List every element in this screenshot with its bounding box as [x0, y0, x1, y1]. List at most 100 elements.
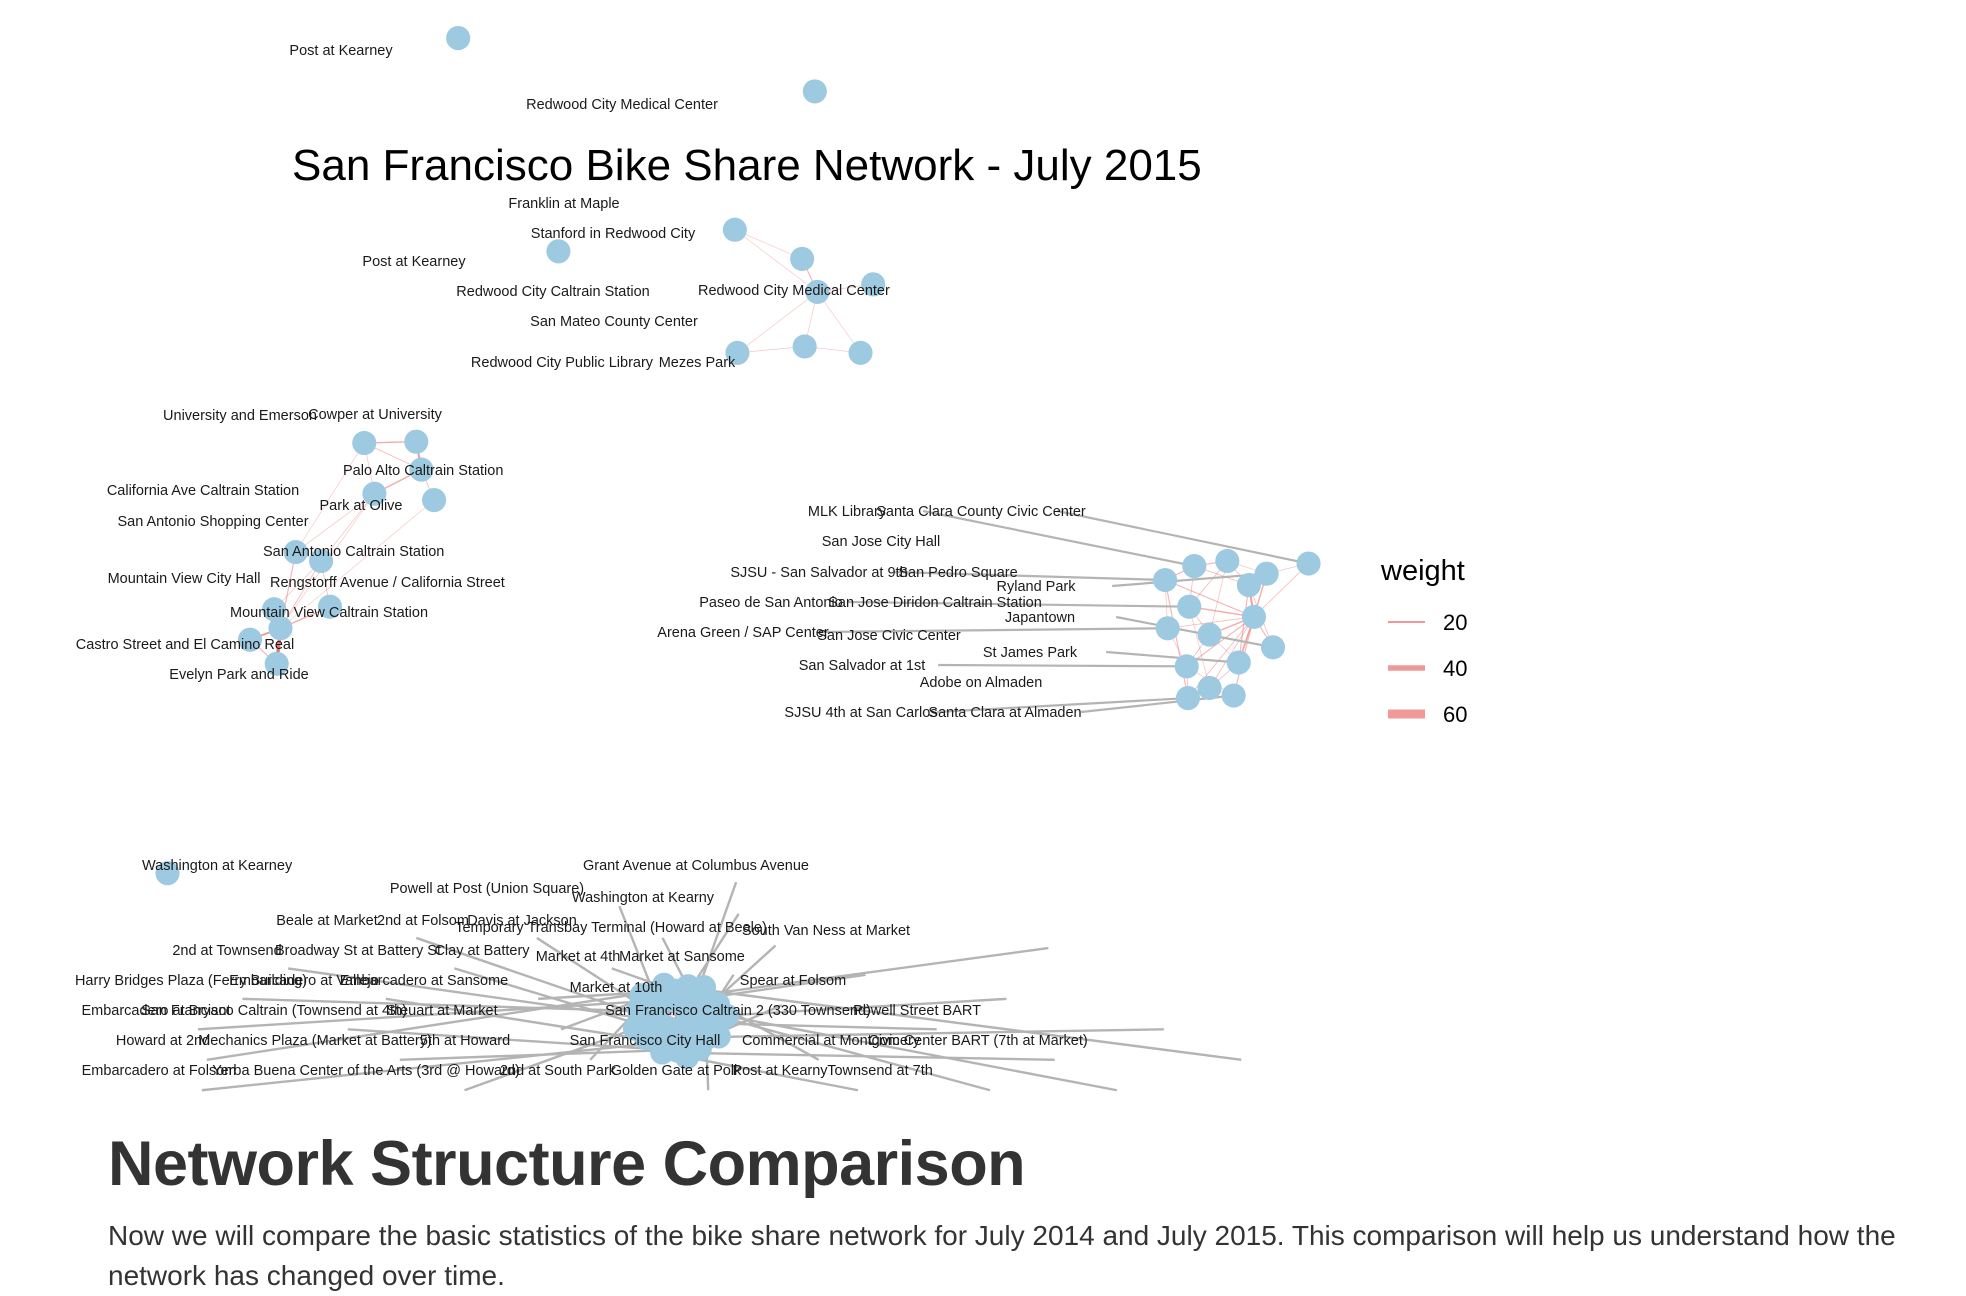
- edge-sjch-sjcc: [1209, 560, 1228, 635]
- node-label-5how: 5th at Howard: [420, 1033, 510, 1049]
- leader-efol: [201, 1035, 719, 1092]
- edge-sacs-mvcs: [280, 560, 322, 629]
- edge-agsap-sjdcs: [1167, 616, 1255, 629]
- node-aoa: [1197, 675, 1222, 700]
- node-cau: [404, 429, 429, 454]
- node-label-sam: Steuart at Market: [386, 1003, 497, 1019]
- node-label-2town: 2nd at Townsend: [172, 943, 281, 959]
- node-label-cab: Clay at Battery: [434, 943, 530, 959]
- edge-scccc-sjdcs: [1253, 563, 1309, 618]
- node-mvch: [262, 597, 287, 622]
- section-paragraph: Now we will compare the basic statistics…: [108, 1220, 1896, 1291]
- node-label-sjcc: San Jose Civic Center: [817, 628, 961, 644]
- leader-scccc: [1056, 509, 1309, 565]
- node-pak1: [446, 26, 471, 51]
- node-label-wak: Washington at Kearney: [142, 858, 293, 874]
- node-label-bam: Beale at Market: [276, 913, 378, 929]
- edge-rccs-rcpl: [737, 291, 818, 354]
- node-psa: [1177, 594, 1202, 619]
- node-label-sjdcs: San Jose Diridon Caltrain Station: [828, 595, 1042, 611]
- node-sacs: [309, 548, 334, 574]
- leader-mlk: [922, 509, 1195, 568]
- node-rcmc2: [861, 272, 886, 297]
- node-mezes: [848, 340, 873, 365]
- edge-cacs-sacs: [320, 493, 375, 562]
- node-sjdcs: [1241, 604, 1267, 629]
- node-racs: [317, 594, 343, 619]
- node-mvcs: [268, 616, 293, 641]
- leader-ybca: [464, 1027, 636, 1092]
- node-label-2fol: 2nd at Folsom: [377, 913, 469, 929]
- node-label-uae: University and Emerson: [163, 408, 317, 424]
- node-pacs: [409, 457, 434, 482]
- node-label-ppus: Powell at Post (Union Square): [390, 881, 584, 897]
- edge-uae-sasc: [295, 442, 365, 553]
- node-mlk: [1182, 554, 1207, 579]
- nodes-layer: [155, 26, 1321, 1070]
- node-sirc: [790, 246, 815, 271]
- node-ryl: [1254, 561, 1279, 586]
- node-label-svnm: South Van Ness at Market: [742, 923, 910, 939]
- node-label-rcpl: Redwood City Public Library: [471, 355, 654, 371]
- edge-aoa-sjdcs: [1209, 616, 1255, 689]
- node-label-epr: Evelyn Park and Ride: [169, 667, 308, 683]
- node-label-sacs: San Antonio Caltrain Station: [263, 544, 444, 560]
- node-agsap: [1155, 616, 1180, 641]
- node-sps: [1236, 573, 1261, 598]
- node-epr: [264, 651, 289, 676]
- node-sjcc: [1197, 622, 1222, 647]
- legend-label-60: 60: [1443, 702, 1467, 727]
- node-label-wakn: Washington at Kearny: [572, 890, 715, 906]
- node-label-efol: Embarcadero at Folsom: [82, 1063, 237, 1079]
- leader-ggp: [686, 1056, 859, 1092]
- leader-sjp: [1106, 650, 1239, 664]
- node-label-sfct2: San Francisco Caltrain 2 (330 Townsend): [605, 1003, 871, 1019]
- node-label-ybca: Yerba Buena Center of the Arts (3rd @ Ho…: [212, 1063, 520, 1079]
- node-label-cseca: Castro Street and El Camino Real: [76, 637, 294, 653]
- node-label-mpmb: Mechanics Plaza (Market at Battery): [198, 1033, 432, 1049]
- leader-jpt: [1115, 615, 1274, 649]
- node-label-cau: Cowper at University: [308, 407, 443, 423]
- edge-fam-sirc: [734, 229, 803, 260]
- edge-sjsu9-sjdcs: [1164, 579, 1255, 618]
- edge-fam-rccs: [734, 229, 818, 293]
- node-label-sps: San Pedro Square: [898, 565, 1017, 581]
- node-label-cam: Commercial at Montgomery: [742, 1033, 921, 1049]
- node-label-bsbs: Broadway St at Battery St: [275, 943, 441, 959]
- node-label-aoa: Adobe on Almaden: [920, 675, 1043, 691]
- node-label-mvcs: Mountain View Caltrain Station: [230, 605, 428, 621]
- edge-pao-mvcs: [280, 499, 435, 629]
- node-label-eas: Embarcadero at Sansome: [340, 973, 508, 989]
- node-sasc: [283, 540, 308, 565]
- node-label-ccb: Civic Center BART (7th at Market): [868, 1033, 1087, 1049]
- node-label-hbpfb: Harry Bridges Plaza (Ferry Building): [75, 973, 307, 989]
- node-label-mezes: Mezes Park: [659, 355, 736, 371]
- edge-sjsu9-sjsu4: [1164, 579, 1189, 699]
- node-label-psb: Powell Street BART: [853, 1003, 981, 1019]
- node-label-sjp: St James Park: [983, 645, 1078, 661]
- node-sjsu9: [1153, 567, 1178, 593]
- labels-layer: Post at Kearney Redwood City Medical Cent…: [75, 43, 1088, 1079]
- node-label-h2: Howard at 2nd: [116, 1033, 210, 1049]
- edge-cacs-sasc: [295, 493, 375, 553]
- leader-psa: [847, 600, 1190, 608]
- node-wak: [155, 861, 180, 886]
- node-label-sfol: Spear at Folsom: [740, 973, 846, 989]
- node-label-rcmc1: Redwood City Medical Center: [526, 97, 718, 113]
- leader-psb: [645, 1028, 1164, 1040]
- node-label-ssa1: San Salvador at 1st: [799, 658, 926, 674]
- node-ssa1: [1174, 654, 1199, 679]
- edge-rccs-mezes: [817, 291, 861, 354]
- node-label-cacs: California Ave Caltrain Station: [107, 483, 299, 499]
- node-label-m10: Market at 10th: [570, 980, 663, 996]
- node-rcpl: [725, 340, 750, 365]
- node-scccc: [1296, 551, 1321, 576]
- leader-ccb: [663, 983, 1242, 1061]
- node-cam: [650, 1040, 675, 1065]
- node-label-msan: Market at Sansome: [619, 949, 745, 965]
- node-sjch: [1215, 548, 1240, 574]
- node-label-sjsu9: SJSU - San Salvador at 9th: [730, 565, 907, 581]
- node-label-gacol: Grant Avenue at Columbus Avenue: [583, 858, 809, 874]
- node-scaa: [1221, 683, 1246, 708]
- node-label-psa: Paseo de San Antonio: [699, 595, 843, 611]
